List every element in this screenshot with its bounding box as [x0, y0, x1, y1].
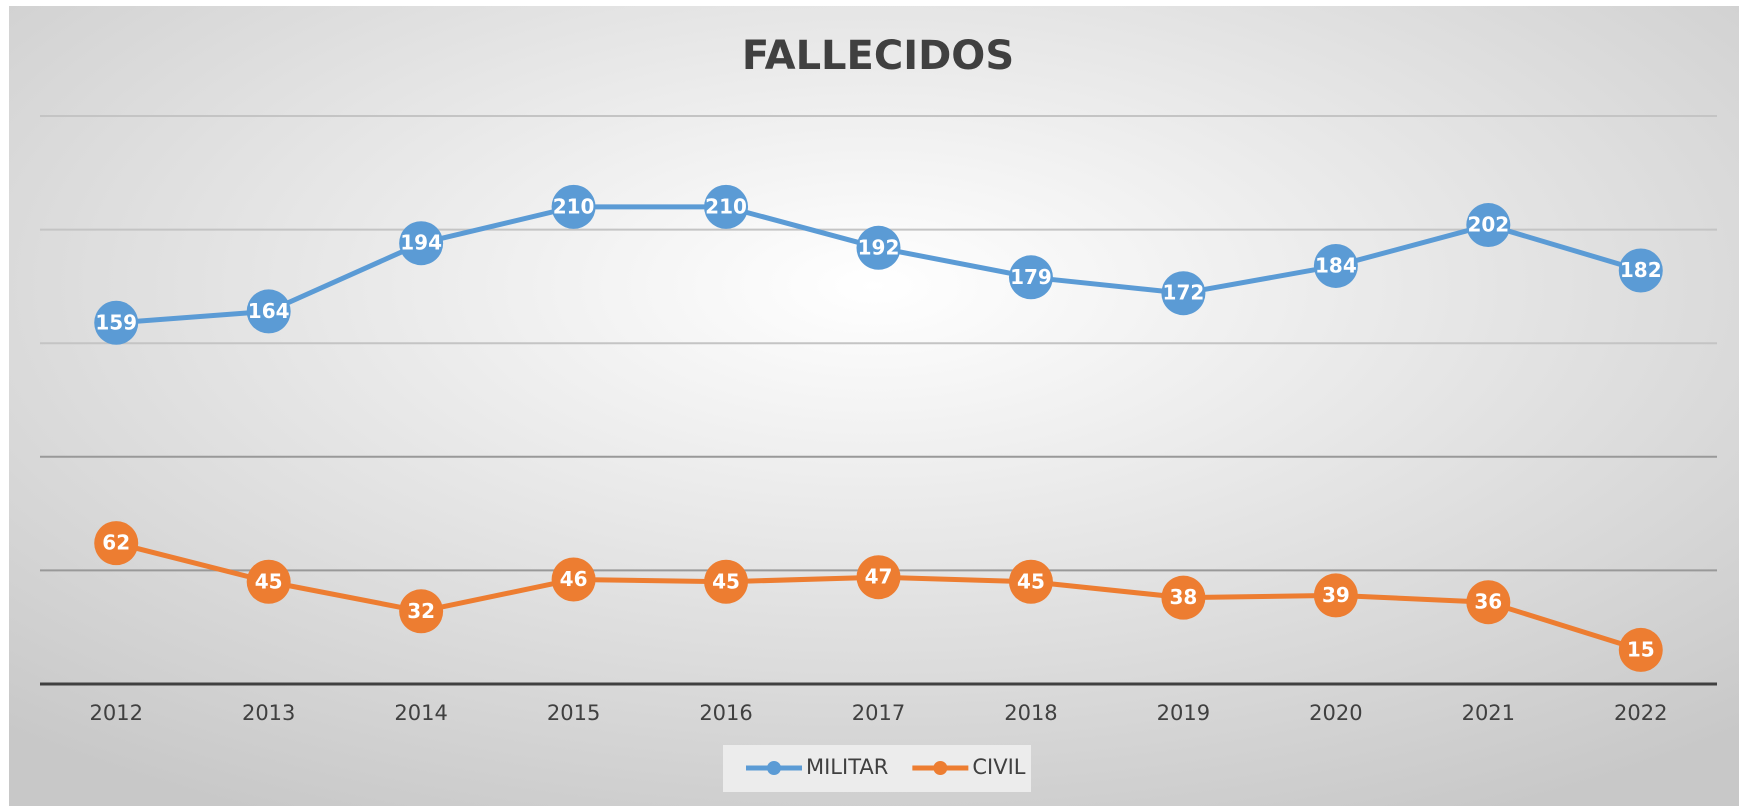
x-tick-label: 2020	[1309, 701, 1362, 725]
data-point	[399, 589, 444, 634]
data-label: 194	[400, 231, 442, 255]
data-point	[551, 184, 596, 229]
data-label: 38	[1169, 585, 1197, 609]
data-point	[1618, 248, 1663, 293]
x-tick-label: 2012	[90, 701, 143, 725]
data-point	[1008, 559, 1053, 604]
legend-marker	[933, 761, 948, 775]
data-label: 164	[248, 299, 290, 323]
data-point	[1618, 627, 1663, 672]
data-label: 210	[705, 194, 747, 218]
data-point	[1313, 243, 1358, 288]
data-point	[1161, 575, 1206, 620]
data-label: 192	[858, 235, 900, 259]
data-point	[856, 555, 901, 600]
data-label: 159	[95, 310, 137, 334]
data-label: 36	[1474, 590, 1502, 614]
data-label: 210	[553, 194, 595, 218]
data-label: 202	[1467, 213, 1509, 237]
data-point	[399, 221, 444, 266]
data-label: 62	[102, 531, 130, 555]
data-label: 45	[712, 569, 740, 593]
data-label: 172	[1163, 281, 1205, 305]
data-point	[1466, 580, 1511, 625]
data-point	[856, 225, 901, 270]
x-tick-label: 2017	[852, 701, 905, 725]
data-point	[551, 557, 596, 602]
x-tick-label: 2016	[699, 701, 752, 725]
legend-label: CIVIL	[972, 755, 1025, 779]
data-label: 39	[1322, 583, 1350, 607]
x-tick-label: 2018	[1004, 701, 1057, 725]
data-point	[94, 300, 139, 345]
data-point	[1161, 271, 1206, 316]
x-tick-label: 2021	[1462, 701, 1515, 725]
data-label: 179	[1010, 265, 1052, 289]
chart-background	[9, 6, 1739, 806]
x-tick-label: 2014	[394, 701, 447, 725]
data-label: 184	[1315, 253, 1357, 277]
data-point	[704, 559, 749, 604]
x-tick-label: 2022	[1614, 701, 1667, 725]
data-point	[1008, 255, 1053, 300]
data-label: 32	[407, 599, 435, 623]
legend-label: MILITAR	[806, 755, 888, 779]
data-label: 47	[865, 565, 893, 589]
data-point	[704, 184, 749, 229]
x-tick-label: 2013	[242, 701, 295, 725]
data-label: 182	[1620, 258, 1662, 282]
data-label: 15	[1627, 637, 1655, 661]
chart-title: FALLECIDOS	[742, 33, 1014, 79]
data-point	[246, 559, 291, 604]
data-label: 46	[560, 567, 588, 591]
x-tick-label: 2015	[547, 701, 600, 725]
x-tick-label: 2019	[1157, 701, 1210, 725]
data-point	[246, 289, 291, 334]
data-label: 45	[1017, 569, 1045, 593]
legend-marker	[767, 761, 781, 775]
data-point	[1466, 203, 1511, 248]
data-label: 45	[255, 569, 283, 593]
data-point	[94, 521, 139, 566]
data-point	[1313, 573, 1358, 618]
